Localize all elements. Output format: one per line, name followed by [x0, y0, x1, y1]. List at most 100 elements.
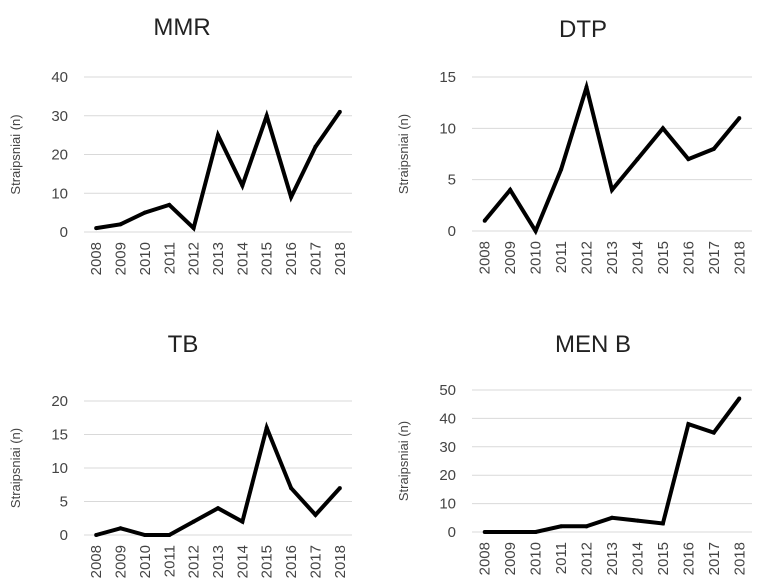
- data-point: [533, 530, 538, 534]
- x-tick-label: 2009: [113, 545, 130, 578]
- y-tick-label: 15: [439, 69, 456, 86]
- y-tick-label: 10: [439, 496, 456, 513]
- data-point: [191, 519, 196, 524]
- data-point: [635, 157, 640, 162]
- y-tick-label: 50: [439, 382, 456, 399]
- data-point: [584, 85, 589, 90]
- y-tick-label: 0: [448, 524, 456, 541]
- data-point: [313, 144, 318, 149]
- data-point: [289, 195, 294, 200]
- data-point: [216, 506, 220, 511]
- x-tick-label: 2013: [210, 545, 227, 578]
- chart-title: TB: [168, 331, 199, 358]
- series-line-dtp: [483, 79, 741, 236]
- y-tick-label: 10: [51, 460, 68, 477]
- x-tick-label: 2008: [88, 242, 105, 275]
- data-point: [660, 521, 665, 526]
- x-tick-label: 2015: [655, 241, 672, 274]
- y-tick-label: 40: [439, 410, 456, 427]
- x-tick-label: 2016: [680, 542, 697, 575]
- y-tick-label: 20: [439, 467, 456, 484]
- x-tick-label: 2017: [706, 241, 723, 274]
- data-point: [610, 515, 614, 520]
- data-point: [482, 530, 487, 534]
- data-point: [142, 533, 147, 537]
- x-tick-label: 2018: [332, 545, 349, 578]
- data-point: [559, 167, 564, 172]
- data-point: [482, 218, 487, 223]
- data-point: [216, 133, 220, 138]
- x-tick-label: 2009: [113, 242, 130, 275]
- data-point: [533, 229, 538, 233]
- data-point: [118, 222, 123, 227]
- data-point: [264, 113, 269, 118]
- x-tick-label: 2014: [629, 542, 646, 575]
- x-tick-label: 2017: [307, 545, 324, 578]
- y-tick-label: 20: [51, 393, 68, 410]
- data-point: [289, 486, 294, 491]
- data-point: [167, 202, 172, 207]
- data-point: [94, 533, 99, 537]
- y-tick-label: 30: [439, 439, 456, 456]
- y-axis-label: Straipsniai (n): [396, 421, 411, 501]
- x-tick-label: 2008: [477, 542, 494, 575]
- data-point: [508, 187, 513, 192]
- data-point: [191, 226, 196, 231]
- data-point: [240, 183, 245, 188]
- x-tick-label: 2014: [629, 241, 646, 274]
- x-tick-label: 2010: [528, 542, 545, 575]
- x-tick-label: 2011: [161, 545, 178, 577]
- y-axis-label: Straipsniai (n): [8, 428, 23, 508]
- y-tick-label: 10: [439, 120, 456, 137]
- chart-title: MMR: [153, 14, 210, 41]
- x-tick-label: 2013: [604, 241, 621, 274]
- chart-panel-men-b: MEN B 0 10 20 30 40 50 Straipsniai (n) 2008 2009 2…: [396, 331, 752, 575]
- data-point: [635, 518, 640, 523]
- x-tick-label: 2014: [234, 242, 251, 275]
- data-point: [660, 126, 665, 131]
- x-tick-label: 2017: [706, 542, 723, 575]
- data-point: [167, 533, 172, 537]
- data-point: [610, 187, 614, 192]
- data-point: [508, 530, 513, 534]
- data-point: [737, 396, 742, 401]
- x-tick-label: 2016: [283, 242, 300, 275]
- y-tick-label: 0: [448, 223, 456, 240]
- y-tick-label: 20: [51, 147, 68, 164]
- x-tick-label: 2011: [161, 242, 178, 274]
- data-point: [686, 157, 691, 162]
- y-axis-label: Straipsniai (n): [8, 114, 23, 194]
- data-point: [737, 116, 742, 121]
- y-tick-label: 0: [60, 224, 68, 241]
- data-point: [711, 430, 716, 435]
- chart-panel-tb: TB 0 5 10 15 20 Straipsniai (n) 2008 2009 2010 201…: [8, 331, 352, 578]
- y-tick-label: 5: [60, 494, 68, 511]
- x-tick-label: 2014: [234, 545, 251, 578]
- x-tick-label: 2016: [283, 545, 300, 578]
- chart-title: DTP: [559, 16, 607, 43]
- chart-title: MEN B: [555, 331, 631, 358]
- x-tick-label: 2013: [604, 542, 621, 575]
- data-point: [337, 109, 342, 114]
- x-tick-label: 2008: [477, 241, 494, 274]
- x-tick-label: 2018: [332, 242, 349, 275]
- x-tick-label: 2015: [655, 542, 672, 575]
- x-tick-label: 2010: [528, 241, 545, 274]
- x-tick-label: 2013: [210, 242, 227, 275]
- x-tick-label: 2018: [731, 542, 748, 575]
- y-tick-label: 5: [448, 172, 456, 189]
- y-tick-label: 30: [51, 108, 68, 125]
- x-tick-label: 2011: [553, 241, 570, 273]
- x-tick-label: 2017: [307, 242, 324, 275]
- x-tick-label: 2018: [731, 241, 748, 274]
- data-point: [711, 146, 716, 151]
- y-tick-label: 40: [51, 69, 68, 86]
- data-point: [686, 422, 691, 427]
- data-point: [94, 226, 99, 231]
- x-tick-label: 2015: [259, 545, 276, 578]
- y-axis-label: Straipsniai (n): [396, 114, 411, 194]
- series-line-mmr: [95, 109, 342, 232]
- data-point: [559, 524, 564, 529]
- series-line-tb: [95, 421, 342, 537]
- x-tick-label: 2012: [186, 545, 203, 578]
